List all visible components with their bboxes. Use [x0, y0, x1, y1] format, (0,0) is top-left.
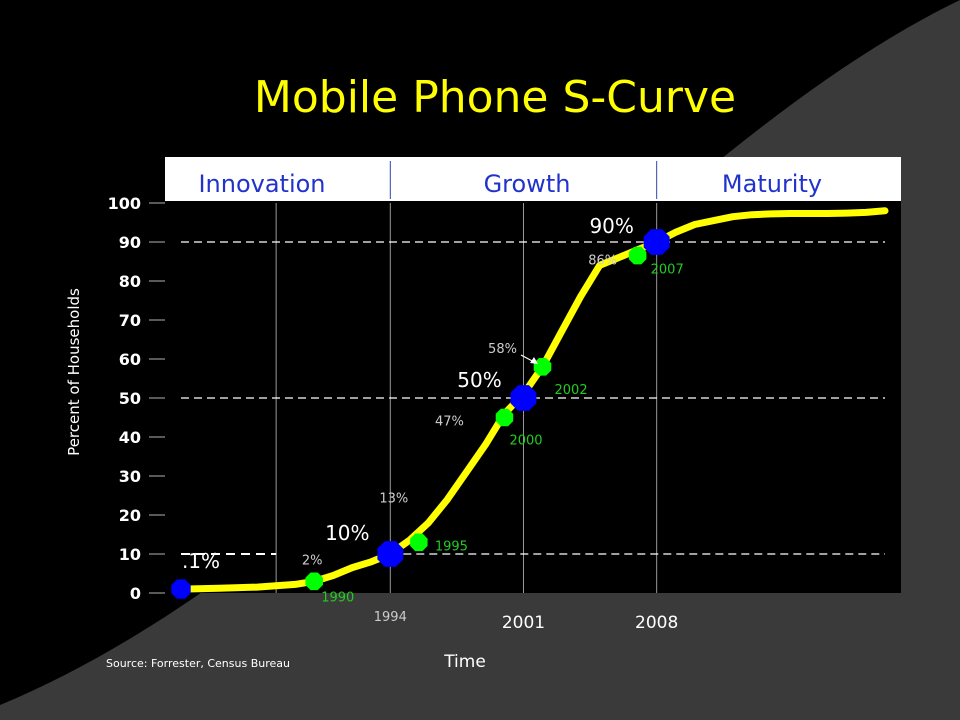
x-tick-label-2008: 2008	[635, 613, 678, 633]
milestone-label: .1%	[182, 549, 220, 573]
data-point-percent-label: 86%	[588, 254, 617, 269]
x-tick-label-1994: 1994	[374, 610, 407, 625]
y-tick-label: 0	[130, 584, 141, 603]
x-tick-label-2001: 2001	[502, 613, 545, 633]
milestone-marker	[171, 579, 191, 599]
milestone-marker	[377, 541, 404, 567]
data-point-year-label: 2000	[509, 434, 542, 449]
y-tick-label: 70	[119, 311, 141, 330]
y-axis: 0 10 20 30 40 50 60 70 80 90 100	[108, 194, 165, 603]
data-point-percent-label: 2%	[302, 553, 323, 568]
data-point-year-label: 2007	[651, 263, 684, 278]
milestone-label: 50%	[457, 368, 501, 392]
phase-label-innovation: Innovation	[198, 170, 325, 198]
milestone-marker	[643, 229, 670, 255]
y-tick-label: 50	[119, 389, 141, 408]
data-point-percent-label: 58%	[488, 342, 517, 357]
data-point-2002	[533, 358, 552, 376]
data-point-year-label: 1995	[435, 539, 468, 554]
y-tick-label: 100	[108, 194, 141, 213]
milestone-label: 10%	[325, 521, 369, 545]
data-point-1990	[305, 572, 323, 591]
y-tick-label: 40	[119, 428, 141, 447]
y-tick-label: 90	[119, 233, 141, 252]
data-point-2007	[628, 246, 647, 265]
milestone-label: 90%	[589, 214, 633, 238]
y-tick-label: 80	[119, 272, 141, 291]
data-point-percent-label: 13%	[379, 491, 408, 506]
phase-label-growth: Growth	[484, 170, 571, 198]
data-points: 2% 1990 13% 1995 47% 2000 58% 2002 86% 2007	[302, 246, 684, 605]
source-note: Source: Forrester, Census Bureau	[106, 657, 290, 670]
phase-header-band	[165, 157, 901, 201]
x-axis-label: Time	[443, 652, 486, 672]
y-tick-label: 30	[119, 467, 141, 486]
data-point-2000	[495, 408, 514, 427]
milestone-marker	[510, 385, 537, 411]
milestones: .1% 10% 50% 90%	[171, 214, 670, 599]
data-point-percent-label: 47%	[435, 415, 464, 430]
data-point-1995	[410, 533, 428, 552]
phase-labels: Innovation Growth Maturity	[198, 161, 822, 199]
y-tick-label: 20	[119, 506, 141, 525]
phase-label-maturity: Maturity	[722, 170, 822, 198]
chart: Innovation Growth Maturity 0 10 20 30 40 50 60 70…	[108, 157, 901, 633]
slide-title: Mobile Phone S-Curve	[254, 72, 736, 123]
s-curve-line	[177, 207, 889, 593]
annotation-arrowhead	[530, 357, 538, 364]
y-tick-label: 60	[119, 350, 141, 369]
x-axis: 1994 2001 2008	[374, 610, 679, 633]
y-tick-label: 10	[119, 545, 141, 564]
y-axis-label: Percent of Households	[65, 288, 83, 456]
data-point-year-label: 2002	[555, 383, 588, 398]
data-point-year-label: 1990	[321, 590, 354, 605]
